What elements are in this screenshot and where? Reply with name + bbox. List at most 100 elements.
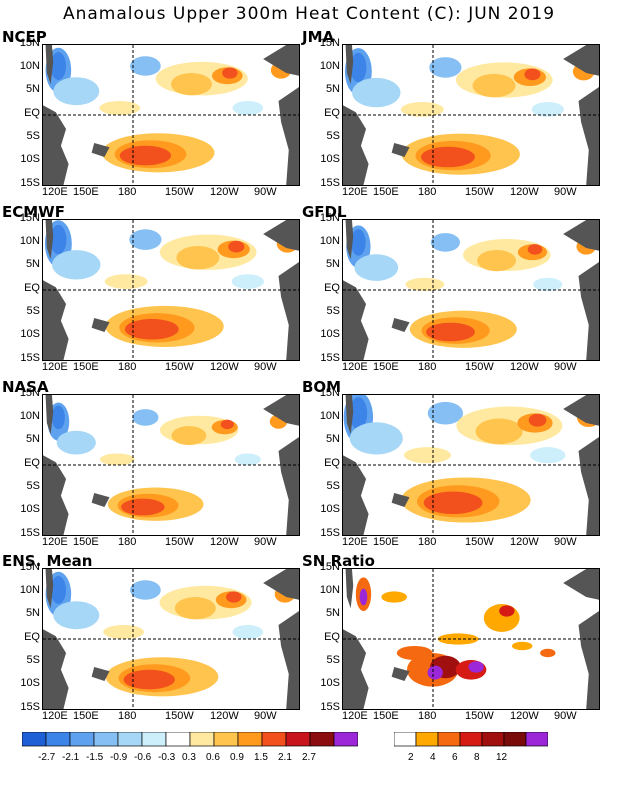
colorbar-cell	[525, 732, 548, 747]
warm-patch-equator	[405, 277, 445, 292]
land-philippines	[45, 45, 54, 85]
y-tick-label: 5N	[25, 258, 40, 270]
panel-jma: JMA 15N 10N 5N EQ 5S 10S 15S 120E 150E 180 150W 120W…	[300, 28, 600, 205]
colorbar-cell	[189, 732, 215, 747]
x-tick-label: 150W	[165, 536, 194, 548]
y-tick-label: 10N	[19, 410, 40, 422]
y-tick-label: EQ	[324, 107, 340, 119]
warm-anomaly-north-core	[528, 413, 547, 427]
cool-patch	[352, 77, 401, 108]
land-islands	[91, 493, 110, 507]
land-islands	[391, 318, 410, 332]
warm-anomaly-north-core	[220, 419, 234, 430]
x-tick-label: 180	[118, 186, 137, 198]
panel-sn-ratio: SN Ratio 15N 10N 5N EQ 5S 10S 15S 120E 150E 180 150…	[300, 552, 600, 729]
cold-core-west	[350, 52, 367, 83]
panel-title: NCEP	[2, 28, 47, 46]
colorbar-cell	[237, 732, 263, 747]
y-tick-label: 10S	[320, 153, 340, 165]
x-tick-label: 90W	[554, 186, 577, 198]
warm-patch-equator	[400, 102, 444, 117]
y-tick-label: EQ	[24, 631, 40, 643]
colorbar-label: -0.6	[134, 752, 152, 763]
y-tick-label: 10N	[319, 235, 340, 247]
cool-patch-east	[533, 277, 563, 292]
cold-core-west	[50, 224, 67, 255]
x-tick-label: 120W	[210, 361, 239, 373]
map-area	[342, 219, 600, 361]
x-tick-label: 120E	[42, 710, 68, 722]
warm-anomaly-north-core	[524, 68, 541, 81]
x-tick-label: 150W	[165, 361, 194, 373]
x-tick-label: 90W	[254, 710, 277, 722]
land-philippines	[45, 220, 54, 260]
land-central-america	[563, 569, 599, 600]
land-central-america	[263, 45, 299, 76]
y-tick-label: 15S	[20, 177, 40, 189]
colorbar-cell	[333, 732, 358, 747]
y-tick-label: 5N	[25, 607, 40, 619]
land-south-america	[278, 262, 299, 360]
colorbar-label: -2.7	[38, 752, 56, 763]
land-central-america	[263, 395, 299, 426]
heatmap-svg	[343, 220, 599, 360]
panel-title: ECMWF	[2, 203, 65, 221]
sn-region	[396, 646, 433, 660]
y-tick-label: 5S	[326, 480, 340, 492]
warm-anomaly-south-core	[421, 146, 475, 168]
colorbar-label: 2	[408, 752, 414, 763]
colorbar-cell	[117, 732, 143, 747]
cool-patch	[53, 601, 100, 630]
y-tick-label: 5S	[26, 130, 40, 142]
land-south-america	[278, 611, 299, 709]
x-tick-label: 120W	[210, 186, 239, 198]
warm-anomaly-south-core	[119, 145, 171, 166]
y-tick-label: 15S	[320, 177, 340, 189]
colorbar-label: 0.9	[230, 752, 244, 763]
x-tick-label: 120W	[210, 536, 239, 548]
y-tick-label: EQ	[24, 457, 40, 469]
colorbar-label: 12	[496, 752, 508, 763]
land-maritime-continent	[343, 455, 369, 535]
warm-patch-equator	[104, 274, 148, 289]
warm-anomaly-north-core	[222, 67, 238, 79]
y-tick-label: 10S	[20, 153, 40, 165]
x-tick-label: 180	[118, 710, 137, 722]
cool-patch	[349, 422, 403, 455]
panel-title: NASA	[2, 378, 49, 396]
cool-patch-north	[132, 409, 159, 426]
cool-patch	[53, 77, 100, 106]
cool-patch	[354, 254, 399, 281]
sn-region	[511, 641, 533, 651]
warm-anomaly-south-core	[124, 318, 179, 340]
land-south-america	[578, 437, 599, 535]
y-tick-label: 5S	[26, 480, 40, 492]
warm-anomaly-north-core	[228, 240, 245, 253]
colorbar-label: 6	[452, 752, 458, 763]
y-tick-label: 15S	[320, 701, 340, 713]
y-tick-label: 10N	[319, 60, 340, 72]
y-tick-label: 5S	[326, 130, 340, 142]
panel-title: BOM	[302, 378, 342, 396]
colorbar-label: 8	[474, 752, 480, 763]
cool-patch-north	[130, 580, 161, 600]
land-islands	[391, 143, 410, 157]
y-tick-label: 15N	[19, 212, 40, 224]
sn-region	[468, 661, 484, 673]
x-tick-label: 120E	[342, 536, 368, 548]
colorbar-cell	[93, 732, 119, 747]
y-tick-label: 15N	[319, 212, 340, 224]
x-tick-label: 120W	[510, 710, 539, 722]
x-tick-label: 120W	[510, 186, 539, 198]
colorbar-cell	[22, 732, 47, 747]
x-tick-label: 150W	[465, 710, 494, 722]
sn-region	[359, 588, 368, 606]
cold-core-west	[50, 52, 67, 80]
heatmap-svg	[43, 220, 299, 360]
x-tick-label: 180	[418, 710, 437, 722]
land-philippines	[345, 45, 354, 85]
panel-title: SN Ratio	[302, 552, 375, 570]
x-tick-label: 180	[418, 361, 437, 373]
x-tick-label: 120E	[42, 186, 68, 198]
panel-ncep: NCEP 15N 10N 5N EQ 5S 10S 15S 120E 150E 180 150W 120…	[0, 28, 300, 205]
